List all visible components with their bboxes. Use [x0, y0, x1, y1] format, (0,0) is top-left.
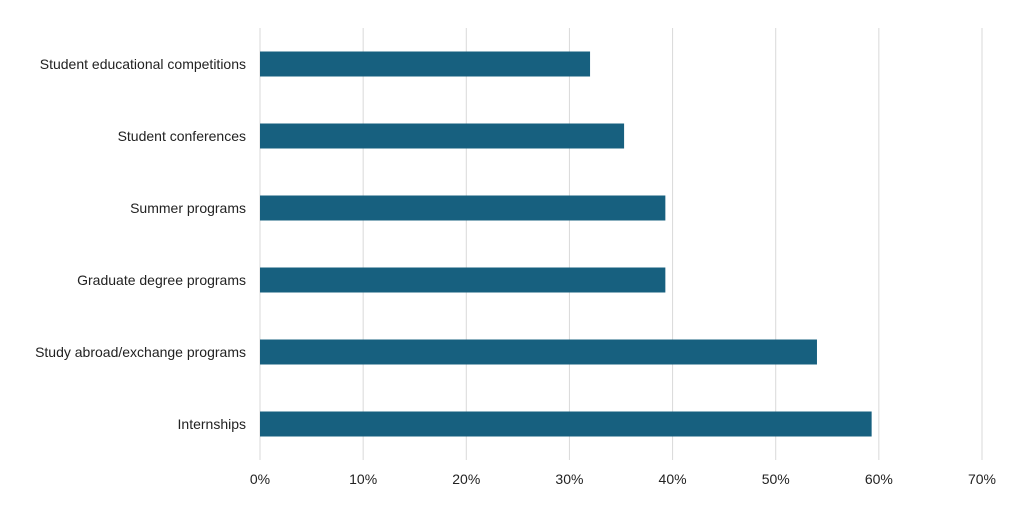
bar [260, 267, 666, 293]
x-tick-label: 40% [659, 471, 687, 487]
category-label: Graduate degree programs [77, 272, 246, 288]
category-label: Internships [178, 416, 246, 432]
x-tick-label: 10% [349, 471, 377, 487]
category-label: Study abroad/exchange programs [35, 344, 246, 360]
x-tick-label: 20% [452, 471, 480, 487]
bar [260, 411, 872, 437]
x-axis-tick-labels: 0% 10% 20% 30% 40% 50% 60% 70% [250, 471, 996, 487]
category-label: Summer programs [130, 200, 246, 216]
bars [260, 51, 872, 437]
bar [260, 339, 817, 365]
category-labels: Student educational competitions Student … [35, 56, 246, 432]
x-tick-label: 0% [250, 471, 270, 487]
gridlines [259, 28, 983, 460]
x-tick-label: 70% [968, 471, 996, 487]
x-tick-label: 50% [762, 471, 790, 487]
category-label: Student educational competitions [40, 56, 246, 72]
x-tick-label: 30% [555, 471, 583, 487]
category-label: Student conferences [118, 128, 246, 144]
bar [260, 195, 666, 221]
x-tick-label: 60% [865, 471, 893, 487]
bar [260, 123, 625, 149]
bar [260, 51, 591, 77]
